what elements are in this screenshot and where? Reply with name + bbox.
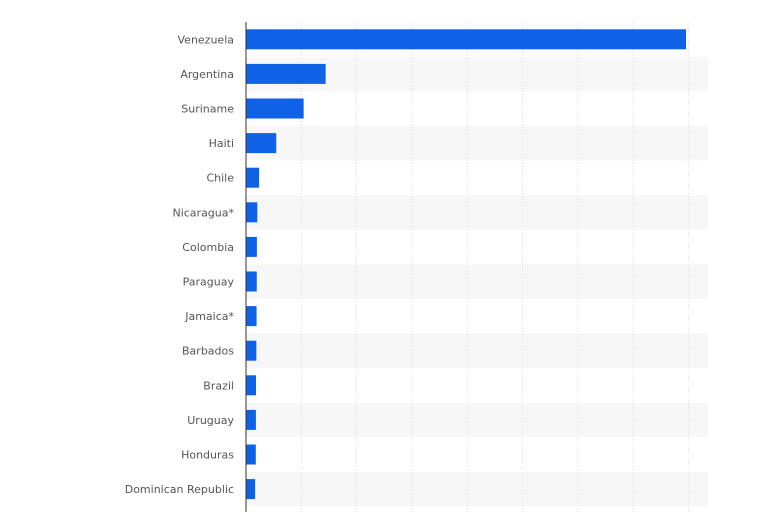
category-label: Honduras — [181, 449, 234, 462]
category-label: Venezuela — [178, 33, 235, 46]
category-label: Chile — [206, 172, 234, 185]
bars — [246, 29, 686, 500]
bar[interactable] — [246, 340, 257, 361]
category-label: Dominican Republic — [125, 483, 234, 496]
bar[interactable] — [246, 167, 260, 188]
bar[interactable] — [246, 479, 256, 500]
bar[interactable] — [246, 375, 257, 396]
category-label: Uruguay — [187, 414, 234, 427]
row-band — [246, 195, 708, 230]
row-band — [246, 471, 708, 507]
bar[interactable] — [246, 306, 257, 327]
bar[interactable] — [246, 271, 257, 292]
bar[interactable] — [246, 202, 258, 223]
category-label: Nicaragua* — [172, 206, 234, 219]
bar[interactable] — [246, 236, 257, 257]
category-label: Brazil — [203, 379, 234, 392]
bar[interactable] — [246, 63, 326, 84]
row-band — [246, 402, 708, 438]
row-bands — [246, 56, 708, 507]
row-band — [246, 264, 708, 299]
category-label: Colombia — [182, 241, 234, 254]
category-label: Paraguay — [183, 276, 235, 289]
bar[interactable] — [246, 133, 277, 154]
category-labels: Venezuela Argentina Suriname Haiti Chile Nica… — [125, 33, 235, 496]
category-label: Barbados — [182, 345, 234, 358]
row-band — [246, 125, 708, 161]
bar[interactable] — [246, 409, 256, 430]
row-band — [246, 333, 708, 368]
category-label: Suriname — [181, 103, 234, 116]
bar[interactable] — [246, 444, 256, 465]
bar[interactable] — [246, 29, 686, 50]
bar[interactable] — [246, 98, 304, 119]
category-label: Jamaica* — [184, 310, 234, 323]
category-label: Haiti — [209, 137, 234, 150]
category-label: Argentina — [180, 68, 234, 81]
